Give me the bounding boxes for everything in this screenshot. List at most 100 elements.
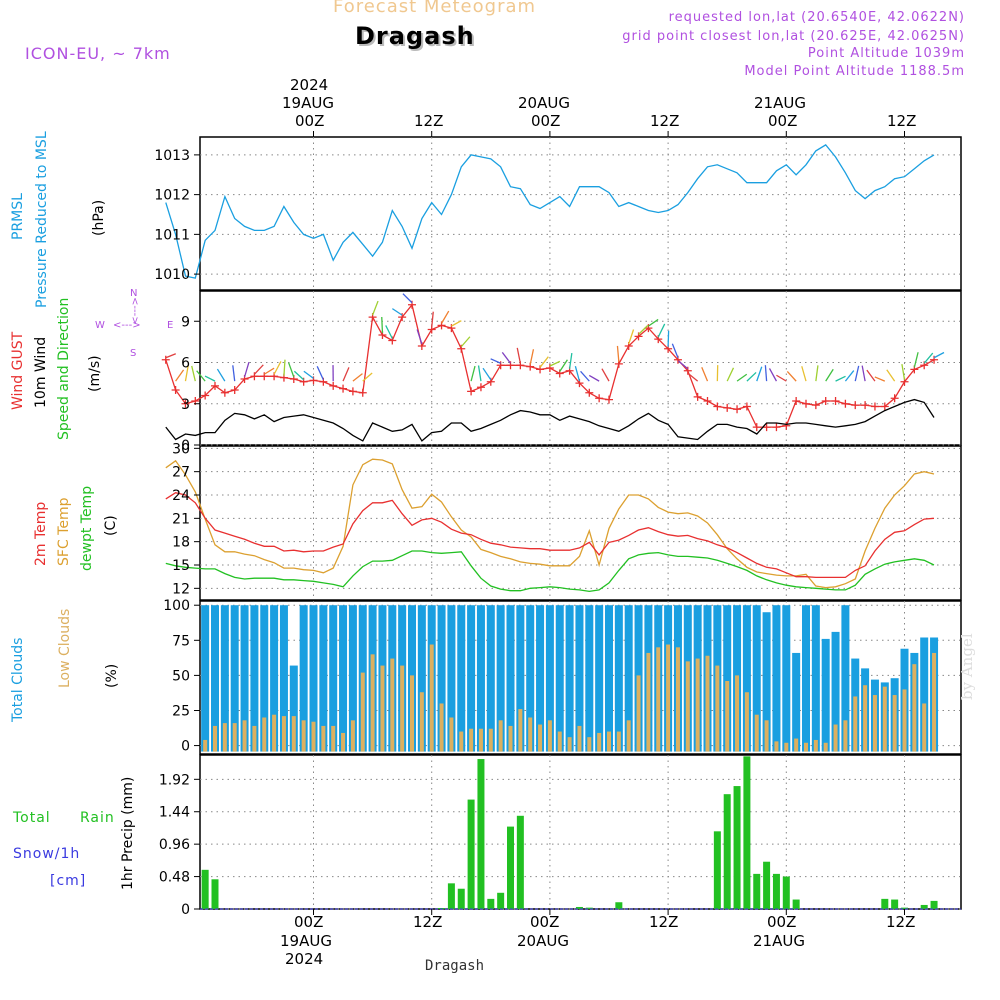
wind-axis-tick-label: 9: [181, 314, 190, 330]
grid-point-coords: grid point closest lon,lat (20.625E, 42.…: [622, 29, 965, 44]
low-cloud-bar: [528, 717, 533, 752]
total-cloud-bar: [762, 612, 771, 752]
total-cloud-bar: [230, 605, 239, 752]
rain-bar: [575, 906, 583, 909]
pressure-line: [165, 144, 935, 279]
total-cloud-bar: [782, 605, 791, 752]
total-cloud-bar: [437, 605, 446, 752]
total-cloud-bar: [802, 605, 810, 752]
top-hour-5: 00Z: [768, 112, 798, 130]
total-cloud-bar: [220, 605, 229, 752]
total-cloud-bar: [447, 605, 456, 752]
gust-marker: [742, 402, 751, 411]
compass-e-label: E: [167, 320, 174, 331]
wind-direction-arrow: [854, 365, 860, 382]
gust-marker: [831, 397, 840, 405]
precip-axis-tick-label: 0.96: [159, 837, 190, 853]
rain-bar: [713, 831, 721, 909]
wind-direction-arrow: [776, 374, 787, 382]
total-cloud-bar: [536, 605, 545, 752]
panel-frames: [199, 136, 962, 910]
low-cloud-bar: [666, 644, 671, 752]
wind-direction-arrow: [559, 359, 568, 372]
rain-bar: [615, 902, 623, 909]
clouds-label-low: Low Clouds: [57, 608, 73, 688]
low-cloud-bar: [350, 720, 355, 752]
cloud-axis-tick-label: 0: [181, 739, 190, 755]
top-date-1: 19AUG: [282, 94, 334, 112]
wind-direction-arrow: [648, 318, 659, 327]
wind-direction-arrow: [768, 368, 778, 382]
wind-direction-arrow: [371, 300, 379, 316]
compass-s-label: S: [130, 348, 137, 359]
low-cloud-bar: [291, 716, 296, 752]
wind-direction-arrow: [431, 311, 434, 328]
gust-marker: [329, 381, 338, 390]
total-cloud-bar: [270, 605, 279, 752]
rain-bar: [743, 756, 751, 909]
wind-direction-arrow: [175, 369, 185, 382]
clouds-label-total: Total Clouds: [10, 637, 26, 722]
low-cloud-bar: [488, 728, 493, 752]
total-cloud-bar: [545, 605, 554, 752]
wind-direction-arrow: [392, 308, 403, 316]
model-label: ICON-EU, ~ 7km: [25, 44, 171, 63]
total-cloud-bar: [506, 605, 515, 752]
low-cloud-bar: [932, 652, 937, 752]
gust-marker: [220, 388, 229, 397]
rain-bar: [753, 873, 761, 909]
wind-direction-arrow: [501, 351, 512, 364]
low-cloud-bar: [863, 685, 868, 752]
gust-marker: [802, 399, 810, 408]
wind-axis-tick-label: 3: [181, 397, 190, 413]
gust-marker: [821, 397, 830, 405]
wind-direction-arrow: [243, 362, 250, 378]
cloud-axis-tick-label: 25: [172, 703, 190, 719]
wind-direction-arrow: [477, 365, 482, 382]
low-cloud-bar: [390, 658, 395, 752]
pressure-label-msl: Pressure Reduced to MSL: [34, 131, 50, 308]
bottom-hour-5: 00Z: [767, 913, 797, 931]
wind-direction-arrow: [933, 351, 945, 359]
precip-label-snow: Snow/1h: [13, 846, 81, 862]
total-cloud-bar: [299, 605, 308, 752]
compass-n-label: N: [130, 288, 138, 299]
gust-marker: [841, 399, 850, 408]
rain-bar: [733, 786, 741, 909]
chart-marks: [161, 144, 961, 910]
low-cloud-bar: [764, 720, 769, 752]
wind-speed-line: [165, 398, 935, 442]
low-cloud-bar: [675, 647, 680, 752]
low-cloud-bar: [656, 647, 661, 752]
low-cloud-bar: [498, 720, 503, 752]
total-cloud-bar: [486, 605, 495, 752]
wind-axis-tick-label: 6: [181, 356, 190, 372]
total-cloud-bar: [496, 605, 505, 752]
precip-unit: 1hr Precip (mm): [120, 776, 136, 890]
low-cloud-bar: [646, 652, 651, 752]
temp-label-sfc: SFC Temp: [56, 497, 72, 566]
low-cloud-bar: [744, 692, 749, 752]
rain-bar: [507, 826, 514, 909]
total-cloud-bar: [772, 605, 781, 752]
low-cloud-bar: [813, 739, 818, 752]
wind-direction-arrow: [901, 364, 906, 380]
bottom-date-2: 20AUG: [517, 932, 569, 950]
low-cloud-bar: [557, 731, 562, 752]
total-cloud-bar: [595, 605, 604, 752]
rain-bar: [901, 907, 908, 909]
low-cloud-bar: [272, 714, 277, 752]
wind-direction-arrow: [574, 365, 581, 382]
wind-direction-arrow: [835, 375, 846, 382]
wind-direction-arrow: [861, 365, 866, 382]
top-date-2: 20AUG: [518, 94, 570, 112]
low-cloud-bar: [449, 717, 454, 752]
precip-axis-tick-label: 1.44: [159, 805, 190, 821]
gust-marker: [861, 401, 870, 410]
wind-direction-arrow: [677, 360, 689, 370]
gust-marker: [358, 388, 367, 397]
gust-marker: [782, 421, 791, 430]
low-cloud-bar: [301, 720, 306, 752]
gust-marker: [723, 403, 732, 412]
low-cloud-bar: [843, 720, 848, 752]
